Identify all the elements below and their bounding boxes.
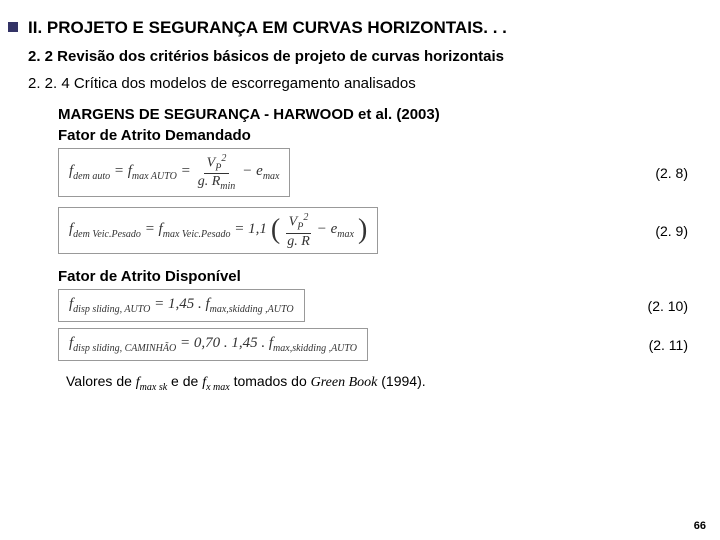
section-2-2-4: 2. 2. 4 Crítica dos modelos de escorrega… xyxy=(28,75,692,92)
equation-2-9: fdem Veic.Pesado = fmax Veic.Pesado = 1,… xyxy=(58,207,378,254)
equation-2-10-row: fdisp sliding, AUTO = 1,45 . fmax,skiddi… xyxy=(28,289,692,322)
bullet-icon xyxy=(8,22,18,32)
equation-2-11-row: fdisp sliding, CAMINHÃO = 0,70 . 1,45 . … xyxy=(28,328,692,361)
fator-disponivel-title: Fator de Atrito Disponível xyxy=(58,268,692,285)
page-number: 66 xyxy=(694,520,706,532)
margin-title: MARGENS DE SEGURANÇA - HARWOOD et al. (2… xyxy=(58,106,692,123)
equation-number: (2. 11) xyxy=(649,337,692,353)
fator-demandado-title: Fator de Atrito Demandado xyxy=(58,127,692,144)
equation-number: (2. 8) xyxy=(655,165,692,181)
footer-note: Valores de fmax sk e de fx max tomados d… xyxy=(66,373,692,393)
equation-2-8-row: fdem auto = fmax AUTO = VP2 g. Rmin − em… xyxy=(28,148,692,197)
equation-2-10: fdisp sliding, AUTO = 1,45 . fmax,skiddi… xyxy=(58,289,305,322)
equation-2-9-row: fdem Veic.Pesado = fmax Veic.Pesado = 1,… xyxy=(28,207,692,254)
equation-2-8: fdem auto = fmax AUTO = VP2 g. Rmin − em… xyxy=(58,148,290,197)
equation-number: (2. 10) xyxy=(648,298,692,314)
equation-2-11: fdisp sliding, CAMINHÃO = 0,70 . 1,45 . … xyxy=(58,328,368,361)
page-title: II. PROJETO E SEGURANÇA EM CURVAS HORIZO… xyxy=(28,18,692,38)
equation-number: (2. 9) xyxy=(655,223,692,239)
section-2-2: 2. 2 Revisão dos critérios básicos de pr… xyxy=(28,48,692,65)
